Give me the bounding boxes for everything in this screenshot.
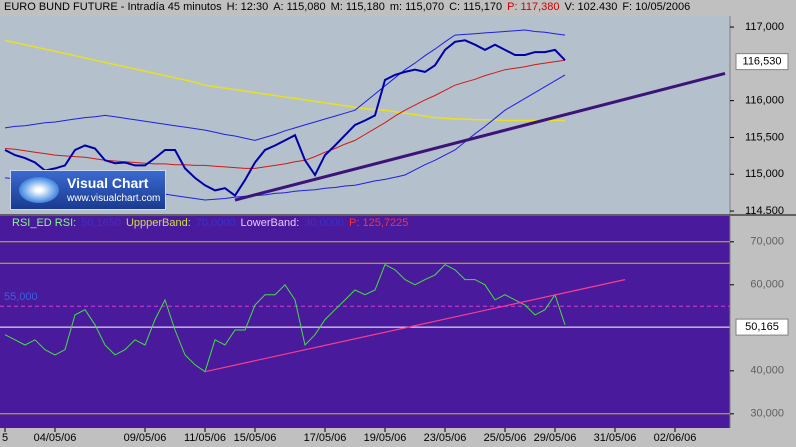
logo-icon [19,177,59,203]
x-tick-label: 02/06/06 [654,432,697,444]
rsi-header: RSI_ED RSI: 50,1650 UppperBand: 70,0000 Lowe… [12,217,413,229]
logo-title: Visual Chart [67,175,149,191]
y-tick-label: 117,000 [745,21,784,33]
series-line [4,263,566,373]
y-tick-label: 60,000 [750,279,784,291]
x-tick-label: 17/05/06 [304,432,347,444]
x-tick-label: 19/05/06 [364,432,407,444]
x-tick-label: 04/05/06 [34,432,77,444]
header-item: RSI_ED RSI: [12,217,77,229]
header-item: UppperBand: [125,217,191,229]
y-tick-label: 40,000 [750,365,784,377]
panel-background [0,216,730,428]
header-item: P: 125,7225 [349,217,409,229]
price-header: EURO BUND FUTURE - Intradía 45 minutos H:… [4,1,695,13]
y-tick-label: 115,000 [745,168,784,180]
y-tick-label: 114,500 [745,205,784,217]
header-item: M: 115,180 [330,1,385,13]
y-tick-label: 115,500 [745,131,784,143]
x-tick-label: 31/05/06 [594,432,637,444]
header-item: H: 12:30 [226,1,269,13]
x-tick-label: 29/05/06 [534,432,577,444]
x-tick-label: 25/05/06 [484,432,527,444]
header-item: V: 102.430 [564,1,618,13]
series-line [4,29,566,141]
header-item: 70,0000 [195,217,236,229]
series-line [4,39,565,122]
x-tick-label: 23/05/06 [424,432,467,444]
trend-line [234,71,726,202]
last-value-label: 116,530 [743,56,782,68]
x-tick-label: 5 [2,432,8,444]
last-value-box [735,318,789,336]
last-value-label: 50,165 [745,321,779,333]
x-tick-label: 15/05/06 [234,432,277,444]
series-line [4,39,566,198]
header-item: EURO BUND FUTURE - Intradía 45 minutos [4,1,222,13]
trend-line [204,279,626,373]
last-value-box [735,53,789,71]
series-line [4,59,566,169]
header-item: 50,1650 [81,217,121,229]
header-item: C: 115,170 [449,1,503,13]
y-tick-label: 30,000 [750,408,784,420]
header-item: m: 115,070 [389,1,445,13]
logo-url: www.visualchart.com [67,193,161,204]
level-label: 55,000 [4,291,38,303]
header-item: 30,0000 [304,217,345,229]
header-item: A: 115,080 [273,1,326,13]
header-item: P: 117,380 [507,1,560,13]
logo: Visual Chart www.visualchart.com [10,170,166,210]
x-tick-label: 11/05/06 [184,432,226,444]
axis-background [730,16,796,214]
y-tick-label: 70,000 [750,236,784,248]
y-tick-label: 116,000 [745,95,784,107]
x-tick-label: 09/05/06 [124,432,167,444]
header-item: F: 10/05/2006 [622,1,691,13]
header-item: LowerBand: [240,217,300,229]
